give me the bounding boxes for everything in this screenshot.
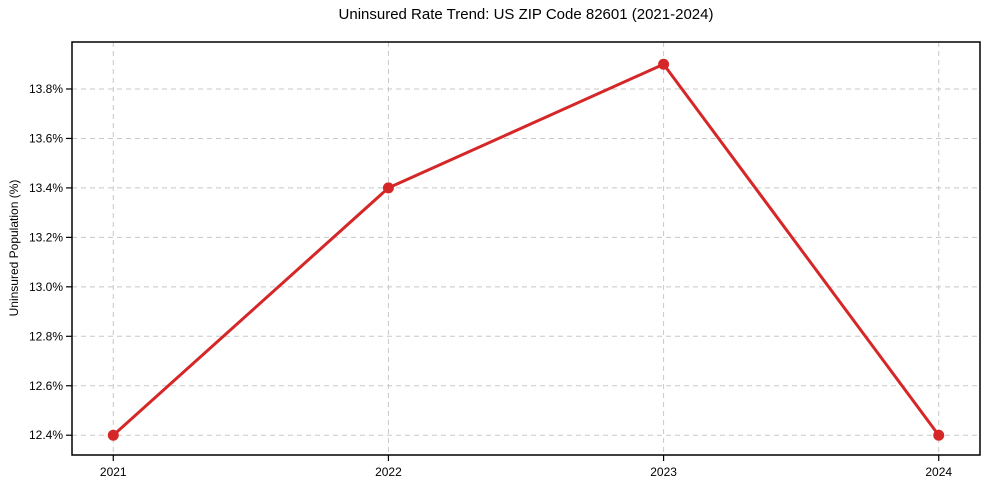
x-tick-label: 2024 [925,465,952,479]
y-tick-label: 13.2% [29,230,63,244]
y-tick-label: 13.0% [29,280,63,294]
y-tick-label: 13.8% [29,82,63,96]
plot-frame [71,41,981,456]
x-tick-label: 2023 [650,465,677,479]
x-tick-label: 2022 [375,465,402,479]
data-point-marker [658,58,670,70]
x-tick-label: 2021 [100,465,127,479]
data-point-marker [382,182,394,194]
y-tick-label: 13.6% [29,131,63,145]
y-tick-label: 12.4% [29,428,63,442]
y-tick-label: 12.6% [29,379,63,393]
y-tick-label: 13.4% [29,181,63,195]
trend-line [111,62,941,437]
y-tick-label: 12.8% [29,329,63,343]
chart-title: Uninsured Rate Trend: US ZIP Code 82601 … [338,6,714,23]
data-point-marker [933,429,945,441]
data-point-marker [107,429,119,441]
